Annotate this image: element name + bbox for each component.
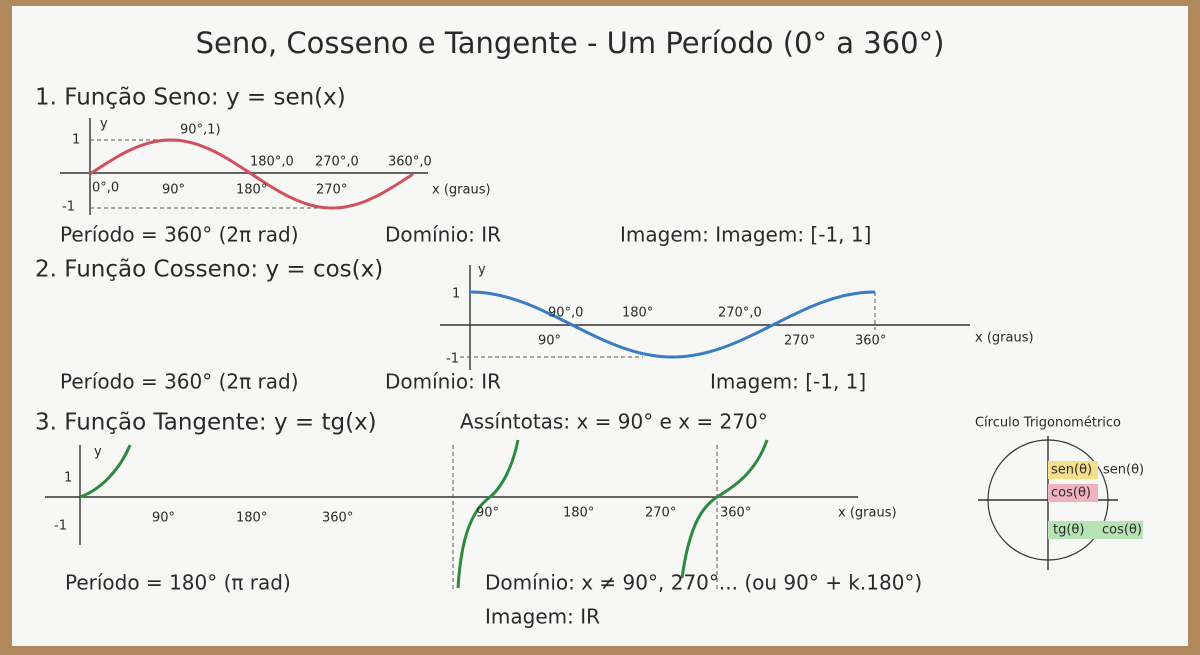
point-label: 180° (622, 306, 653, 321)
circle-label: cos(θ) (1051, 486, 1091, 501)
x-label: 360° (720, 506, 751, 521)
point-label: 90°,0 (548, 306, 583, 321)
tick-label: -1 (62, 200, 75, 215)
x-label: 90° (538, 334, 561, 349)
x-label: 270° (645, 506, 676, 521)
x-label: 90° (476, 506, 499, 521)
point-label: 360°,0 (388, 155, 432, 170)
circle-label: sen(θ) (1051, 463, 1092, 478)
circle-label: cos(θ) (1102, 523, 1142, 538)
x-label: 180° (236, 511, 267, 526)
x-label: 270° (316, 183, 347, 198)
image: Imagem: [-1, 1] (710, 370, 866, 394)
heading: 3. Função Tangente: y = tg(x) (35, 410, 377, 436)
sine-graph (60, 118, 428, 215)
x-label: 360° (322, 511, 353, 526)
tick-label: -1 (446, 352, 459, 367)
x-label: 180° (236, 183, 267, 198)
tick-label: 1 (72, 133, 80, 148)
x-label: 270° (784, 334, 815, 349)
axis-label: x (graus) (432, 183, 491, 198)
point-label: 90°,1) (180, 123, 221, 138)
circle-label: tg(θ) (1053, 523, 1084, 538)
point-label: 270°,0 (718, 306, 762, 321)
tick-label: 1 (452, 287, 460, 302)
point-label: 0°,0 (92, 181, 119, 196)
point-label: 270°,0 (315, 155, 359, 170)
cosine-graph (440, 265, 970, 370)
heading: 1. Função Seno: y = sen(x) (35, 85, 346, 111)
title: Seno, Cosseno e Tangente - Um Período (0… (196, 26, 945, 60)
axis-label: y (100, 117, 108, 132)
period: Período = 360° (2π rad) (60, 223, 299, 247)
x-label: 90° (162, 183, 185, 198)
domain: Domínio: IR (385, 370, 501, 394)
unit-circle (978, 436, 1143, 570)
heading: 2. Função Cosseno: y = cos(x) (35, 257, 383, 283)
domain: Domínio: IR (385, 223, 501, 247)
axis-label: x (graus) (975, 331, 1034, 346)
image: Imagem: Imagem: [-1, 1] (620, 223, 871, 247)
asymptotes: Assíntotas: x = 90° e x = 270° (460, 410, 768, 434)
axis-label: y (478, 263, 486, 278)
axis-label: x (graus) (838, 506, 897, 521)
x-label: 360° (855, 334, 886, 349)
domain: Domínio: x ≠ 90°, 270°... (ou 90° + k.18… (485, 571, 922, 595)
circle-label: sen(θ) (1103, 463, 1144, 478)
point-label: 180°,0 (250, 155, 294, 170)
tick-label: 1 (64, 471, 72, 486)
period: Período = 360° (2π rad) (60, 370, 299, 394)
circle-title: Círculo Trigonométrico (975, 416, 1121, 431)
x-label: 180° (563, 506, 594, 521)
image: Imagem: IR (485, 605, 600, 629)
period: Período = 180° (π rad) (65, 571, 291, 595)
axis-label: y (94, 445, 102, 460)
tangent-graph (45, 439, 858, 590)
tick-label: -1 (54, 519, 67, 534)
paper (12, 6, 1188, 646)
x-label: 90° (152, 511, 175, 526)
